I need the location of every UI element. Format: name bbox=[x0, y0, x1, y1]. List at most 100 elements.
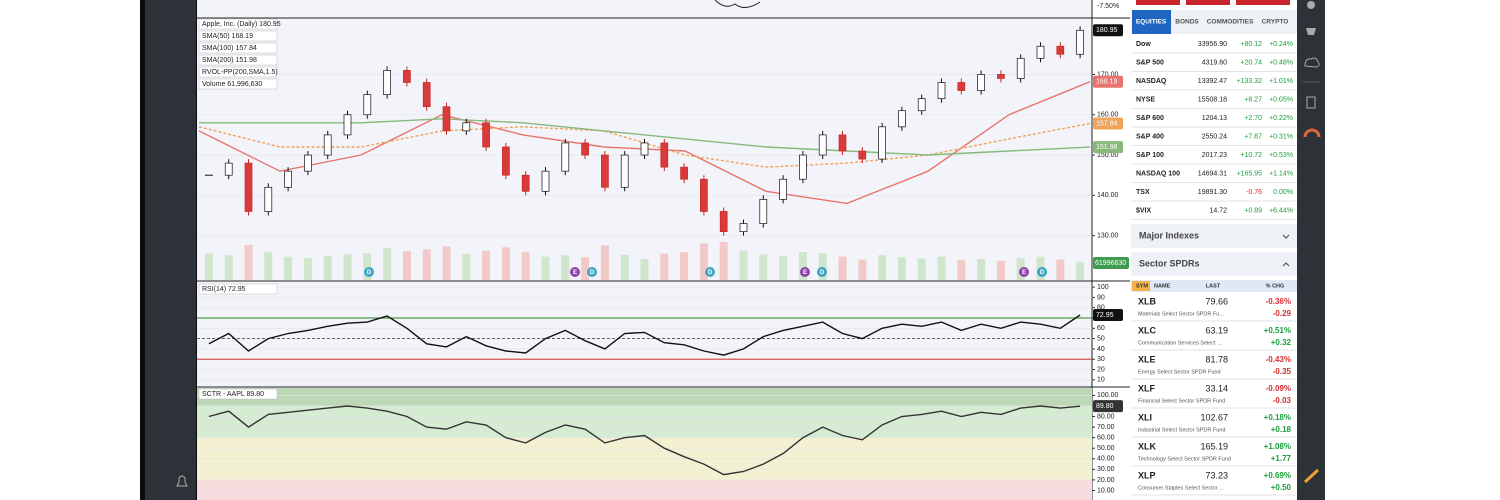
volume-bar bbox=[541, 256, 550, 280]
sector-header[interactable]: SYM bbox=[1136, 283, 1148, 289]
sector-change: +0.18 bbox=[1271, 425, 1292, 434]
event-marker[interactable] bbox=[1019, 267, 1029, 277]
event-marker[interactable] bbox=[705, 267, 715, 277]
volume-bar bbox=[957, 260, 966, 280]
candle bbox=[482, 122, 490, 148]
legend-box bbox=[198, 388, 278, 400]
index-pct: +0.22% bbox=[1269, 115, 1293, 122]
index-name[interactable]: TSX bbox=[1136, 189, 1150, 196]
candle bbox=[581, 142, 589, 156]
y-tick-label: 150.00 bbox=[1097, 152, 1119, 159]
sidebar-icon[interactable] bbox=[1307, 1, 1315, 9]
index-name[interactable]: S&P 100 bbox=[1136, 152, 1164, 159]
cloud-icon[interactable] bbox=[1304, 57, 1320, 68]
index-last: 14.72 bbox=[1209, 207, 1227, 214]
bell-icon[interactable] bbox=[176, 475, 188, 487]
value-tag bbox=[1093, 24, 1123, 37]
candle bbox=[838, 134, 847, 152]
index-name[interactable]: S&P 500 bbox=[1136, 59, 1164, 66]
index-name[interactable]: NASDAQ bbox=[1136, 78, 1167, 85]
y-tick-label: 20.00 bbox=[1097, 477, 1115, 484]
sector-symbol[interactable]: XLE bbox=[1138, 354, 1156, 364]
event-marker[interactable] bbox=[587, 267, 597, 277]
index-name[interactable]: NASDAQ 100 bbox=[1136, 170, 1180, 177]
index-name[interactable]: Dow bbox=[1136, 41, 1151, 48]
section-header[interactable] bbox=[1131, 252, 1297, 276]
sector-name: Energy Select Sector SPDR Fund bbox=[1138, 369, 1221, 375]
index-pct: +0.05% bbox=[1269, 96, 1293, 103]
sector-symbol[interactable]: XLK bbox=[1138, 441, 1157, 451]
sector-pct: -0.09% bbox=[1266, 384, 1291, 393]
sector-last: 81.78 bbox=[1205, 354, 1228, 364]
y-tick-label: 60 bbox=[1097, 325, 1105, 332]
chevron[interactable] bbox=[1282, 262, 1290, 267]
sector-symbol[interactable]: XLC bbox=[1138, 325, 1157, 335]
volume-bar bbox=[719, 242, 728, 280]
value-tag bbox=[1093, 308, 1123, 321]
candle bbox=[422, 82, 431, 108]
index-name[interactable]: NYSE bbox=[1136, 96, 1155, 103]
gauge-icon[interactable] bbox=[1303, 128, 1321, 138]
tab[interactable]: COMMODITIES bbox=[1207, 19, 1254, 26]
value-tag bbox=[1093, 75, 1123, 88]
event-marker[interactable] bbox=[570, 267, 580, 277]
sector-symbol[interactable]: XLI bbox=[1138, 412, 1152, 422]
event-marker[interactable] bbox=[364, 267, 374, 277]
candle bbox=[1036, 45, 1045, 59]
event-label: E bbox=[573, 270, 577, 276]
volume-bar bbox=[699, 243, 708, 280]
toolbar-button[interactable] bbox=[1136, 0, 1180, 5]
index-last: 15508.18 bbox=[1198, 96, 1227, 103]
y-tick-label: 20 bbox=[1097, 366, 1105, 373]
candle bbox=[937, 82, 946, 99]
volume-bar bbox=[818, 253, 827, 280]
legend-entry: RVOL-PP(200,SMA,1.5) bbox=[202, 69, 278, 76]
y-tick-label: 100 bbox=[1097, 284, 1109, 291]
candle bbox=[244, 162, 253, 212]
section-title: Sector SPDRs bbox=[1139, 258, 1200, 268]
sector-symbol[interactable]: XLB bbox=[1138, 296, 1157, 306]
index-name[interactable]: S&P 600 bbox=[1136, 115, 1164, 122]
trophy-icon[interactable] bbox=[1306, 28, 1316, 35]
active-tab[interactable] bbox=[1132, 10, 1171, 34]
tab[interactable]: EQUITIES bbox=[1136, 19, 1167, 26]
zone bbox=[197, 479, 1092, 500]
legend-entry: SMA(100) 157.84 bbox=[202, 45, 257, 52]
index-name[interactable]: S&P 400 bbox=[1136, 133, 1164, 140]
index-pct: +0.31% bbox=[1269, 133, 1293, 140]
candle bbox=[343, 114, 352, 136]
left-sidebar bbox=[145, 0, 196, 500]
legend-box bbox=[198, 283, 278, 295]
candle bbox=[640, 142, 649, 156]
candle bbox=[680, 166, 688, 180]
sector-header[interactable]: NAME bbox=[1154, 283, 1171, 289]
sector-header[interactable]: LAST bbox=[1206, 283, 1221, 289]
index-change: +2.70 bbox=[1244, 115, 1262, 122]
sector-symbol[interactable]: XLF bbox=[1138, 383, 1156, 393]
volume-bar bbox=[442, 246, 451, 280]
event-label: E bbox=[1022, 270, 1026, 276]
candle bbox=[502, 146, 510, 176]
event-marker[interactable] bbox=[800, 267, 810, 277]
event-marker[interactable] bbox=[1037, 267, 1047, 277]
pen-icon[interactable] bbox=[1303, 468, 1320, 484]
doc-icon[interactable] bbox=[1306, 96, 1316, 109]
zone bbox=[197, 405, 1092, 438]
sector-header[interactable]: % CHG bbox=[1266, 283, 1285, 289]
candle bbox=[957, 82, 966, 91]
event-marker[interactable] bbox=[817, 267, 827, 277]
tab[interactable]: BONDS bbox=[1175, 19, 1199, 26]
section-header[interactable] bbox=[1131, 224, 1297, 248]
index-change: +20.74 bbox=[1240, 59, 1262, 66]
toolbar-button[interactable] bbox=[1186, 0, 1230, 5]
chevron[interactable] bbox=[1282, 234, 1290, 239]
legend-entry: SMA(50) 168.19 bbox=[202, 33, 253, 40]
index-last: 4319.60 bbox=[1202, 59, 1227, 66]
y-tick-label: 40.00 bbox=[1097, 456, 1115, 463]
toolbar-button[interactable] bbox=[1236, 0, 1290, 5]
sector-symbol[interactable]: XLP bbox=[1138, 470, 1156, 480]
y-tick-label: 10.00 bbox=[1097, 487, 1115, 494]
tab[interactable]: CRYPTO bbox=[1262, 19, 1289, 26]
y-tick-label: 140.00 bbox=[1097, 192, 1119, 199]
index-name[interactable]: $VIX bbox=[1136, 207, 1152, 214]
